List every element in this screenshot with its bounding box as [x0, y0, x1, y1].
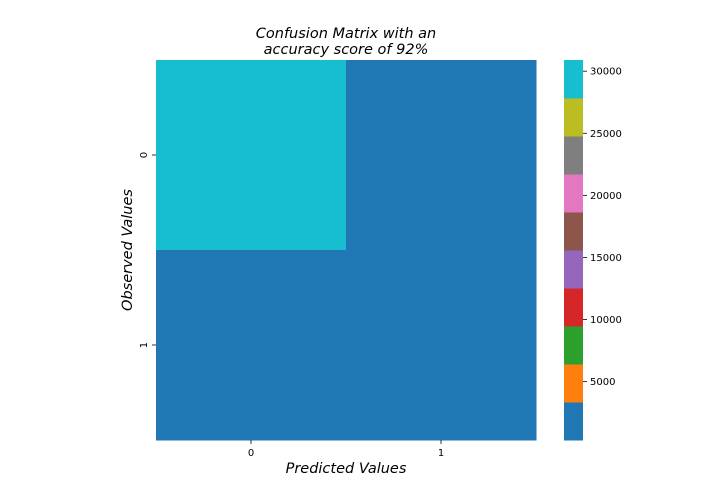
colorbar-tick-label: 25000 — [590, 129, 622, 140]
colorbar-ticks: 5000 10000 15000 20000 25000 30000 — [583, 67, 622, 388]
colorbar-segment — [564, 288, 583, 327]
colorbar-tick-label: 5000 — [590, 377, 615, 388]
heatmap-cell-0-0 — [156, 60, 347, 251]
colorbar-segment — [564, 98, 583, 137]
colorbar-tick-label: 15000 — [590, 253, 622, 264]
y-tick-label: 1 — [139, 342, 150, 348]
colorbar-segment — [564, 326, 583, 365]
chart-title-line-2: accuracy score of 92% — [264, 42, 429, 58]
x-tick-label: 0 — [248, 448, 254, 459]
colorbar-tick-label: 30000 — [590, 67, 622, 78]
y-axis-label: Observed Values — [120, 189, 136, 311]
heatmap-cell-0-1 — [346, 60, 537, 251]
colorbar-segment — [564, 212, 583, 251]
heatmap-cell-1-1 — [346, 250, 537, 441]
colorbar-segment — [564, 364, 583, 403]
colorbar-segment — [564, 402, 583, 441]
chart-title-line-1: Confusion Matrix with an — [256, 26, 436, 42]
colorbar — [564, 60, 583, 441]
x-tick-label: 1 — [438, 448, 444, 459]
y-ticks: 01 — [139, 152, 156, 348]
colorbar-segment — [564, 250, 583, 289]
colorbar-tick-label: 10000 — [590, 315, 622, 326]
colorbar-tick-label: 20000 — [590, 191, 622, 202]
heatmap-cell-1-0 — [156, 250, 347, 441]
colorbar-segment — [564, 136, 583, 175]
y-tick-label: 0 — [139, 152, 150, 158]
colorbar-segment — [564, 174, 583, 213]
heatmap-cells — [156, 60, 537, 441]
x-axis-label: Predicted Values — [286, 461, 407, 477]
colorbar-segment — [564, 60, 583, 99]
